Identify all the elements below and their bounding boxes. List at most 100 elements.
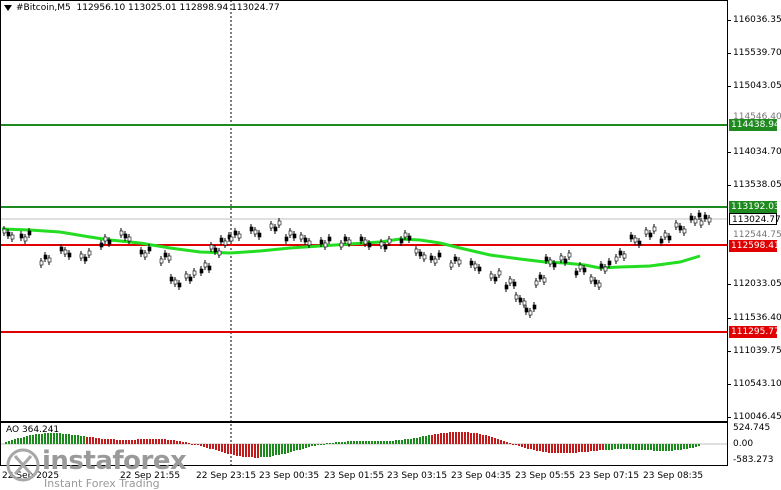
ao-bar bbox=[95, 438, 97, 444]
ao-tick-label: 0.00 bbox=[733, 439, 754, 449]
ao-bar bbox=[431, 435, 433, 444]
candle-body bbox=[693, 218, 698, 224]
candle-body bbox=[39, 260, 44, 266]
candle-body bbox=[253, 229, 258, 235]
time-label: 22 Sep 23:15 bbox=[196, 471, 257, 481]
candle-body bbox=[343, 236, 348, 242]
candle-body bbox=[433, 258, 438, 264]
ao-bar bbox=[143, 439, 145, 444]
time-label: 23 Sep 03:15 bbox=[387, 471, 448, 481]
price-tick-label: 111039.75 bbox=[733, 346, 781, 356]
ao-panel-frame[interactable] bbox=[0, 422, 728, 466]
candle-body bbox=[637, 240, 642, 246]
ao-bar bbox=[209, 444, 211, 449]
ao-bar bbox=[665, 444, 667, 451]
ao-bar bbox=[458, 432, 460, 444]
price-tick-label: 112033.05 bbox=[733, 279, 781, 289]
ao-bar bbox=[392, 441, 394, 444]
candle-body bbox=[399, 238, 404, 244]
ao-bar bbox=[437, 434, 439, 444]
ao-bar bbox=[401, 440, 403, 444]
resistance-price-tag: 114438.94 bbox=[729, 119, 780, 131]
candle-body bbox=[659, 238, 664, 244]
ao-bar bbox=[416, 438, 418, 444]
ao-bar bbox=[227, 444, 229, 454]
ao-bar bbox=[596, 444, 598, 451]
candle-body bbox=[514, 294, 519, 300]
candle-body bbox=[269, 223, 274, 229]
candle-body bbox=[552, 262, 557, 268]
logo-wordmark: instaforex bbox=[42, 446, 187, 476]
candle-body bbox=[607, 260, 612, 266]
price-tick-label: 110543.10 bbox=[733, 379, 781, 389]
candle-body bbox=[192, 270, 197, 276]
ao-bar bbox=[443, 433, 445, 444]
ao-bar bbox=[467, 432, 469, 444]
ao-bar bbox=[446, 433, 448, 444]
ao-indicator-label: AO 364.241 bbox=[6, 425, 60, 435]
ao-bar bbox=[575, 444, 577, 453]
ao-bar bbox=[599, 444, 601, 450]
ao-bar bbox=[377, 441, 379, 444]
ao-bar bbox=[344, 442, 346, 444]
price-tick bbox=[727, 20, 731, 21]
candle-body bbox=[682, 228, 687, 234]
ao-bar bbox=[374, 441, 376, 444]
ao-bar bbox=[269, 444, 271, 457]
ao-bar bbox=[242, 444, 244, 457]
ao-bar bbox=[71, 435, 73, 444]
candle-body bbox=[207, 265, 212, 271]
ao-bar bbox=[620, 444, 622, 449]
ao-bar bbox=[134, 440, 136, 444]
ao-bar bbox=[449, 432, 451, 444]
candle-body bbox=[407, 235, 412, 241]
price-tick-label: 111536.40 bbox=[733, 313, 781, 323]
ao-bar bbox=[41, 434, 43, 444]
ao-bar bbox=[563, 444, 565, 453]
time-label: 23 Sep 01:55 bbox=[324, 471, 385, 481]
main-chart-frame[interactable] bbox=[0, 0, 728, 422]
candle-body bbox=[414, 248, 419, 254]
ao-bar bbox=[452, 432, 454, 444]
ao-bar bbox=[65, 434, 67, 444]
ao-bar bbox=[314, 444, 316, 446]
ao-bar bbox=[482, 435, 484, 444]
ao-bar bbox=[56, 433, 58, 444]
time-label: 23 Sep 00:35 bbox=[259, 471, 320, 481]
ao-bar bbox=[221, 444, 223, 452]
candle-body bbox=[203, 262, 208, 268]
ao-bar bbox=[578, 444, 580, 452]
ao-bar bbox=[557, 444, 559, 453]
candle-body bbox=[292, 233, 297, 239]
ao-bar bbox=[245, 444, 247, 457]
price-tick-label: 114034.70 bbox=[733, 147, 781, 157]
ao-bar bbox=[35, 434, 37, 444]
ao-bar bbox=[149, 439, 151, 444]
ao-bar bbox=[233, 444, 235, 455]
candle-body bbox=[477, 266, 482, 272]
candle-body bbox=[123, 233, 128, 239]
ohlc-values: 112956.10 113025.01 112898.94 113024.77 bbox=[76, 3, 280, 13]
candle-body bbox=[79, 253, 84, 259]
ao-bar bbox=[518, 444, 520, 446]
candle-body bbox=[473, 263, 478, 269]
ao-bar bbox=[530, 444, 532, 449]
candle-body bbox=[359, 236, 364, 242]
ao-bar bbox=[512, 444, 514, 445]
ao-bar bbox=[572, 444, 574, 453]
candle-body bbox=[648, 232, 653, 238]
candle-body bbox=[383, 244, 388, 250]
ao-bar bbox=[362, 441, 364, 444]
candle-body bbox=[277, 220, 282, 226]
price-tick bbox=[727, 384, 731, 385]
ao-bar bbox=[284, 444, 286, 454]
ao-bar bbox=[272, 444, 274, 456]
ao-bar bbox=[275, 444, 277, 455]
candle-body bbox=[532, 304, 537, 310]
candle-body bbox=[652, 226, 657, 232]
price-candles bbox=[2, 210, 712, 318]
collapse-triangle-icon[interactable] bbox=[4, 4, 12, 11]
ao-bar bbox=[695, 444, 697, 447]
ao-bar bbox=[287, 444, 289, 453]
